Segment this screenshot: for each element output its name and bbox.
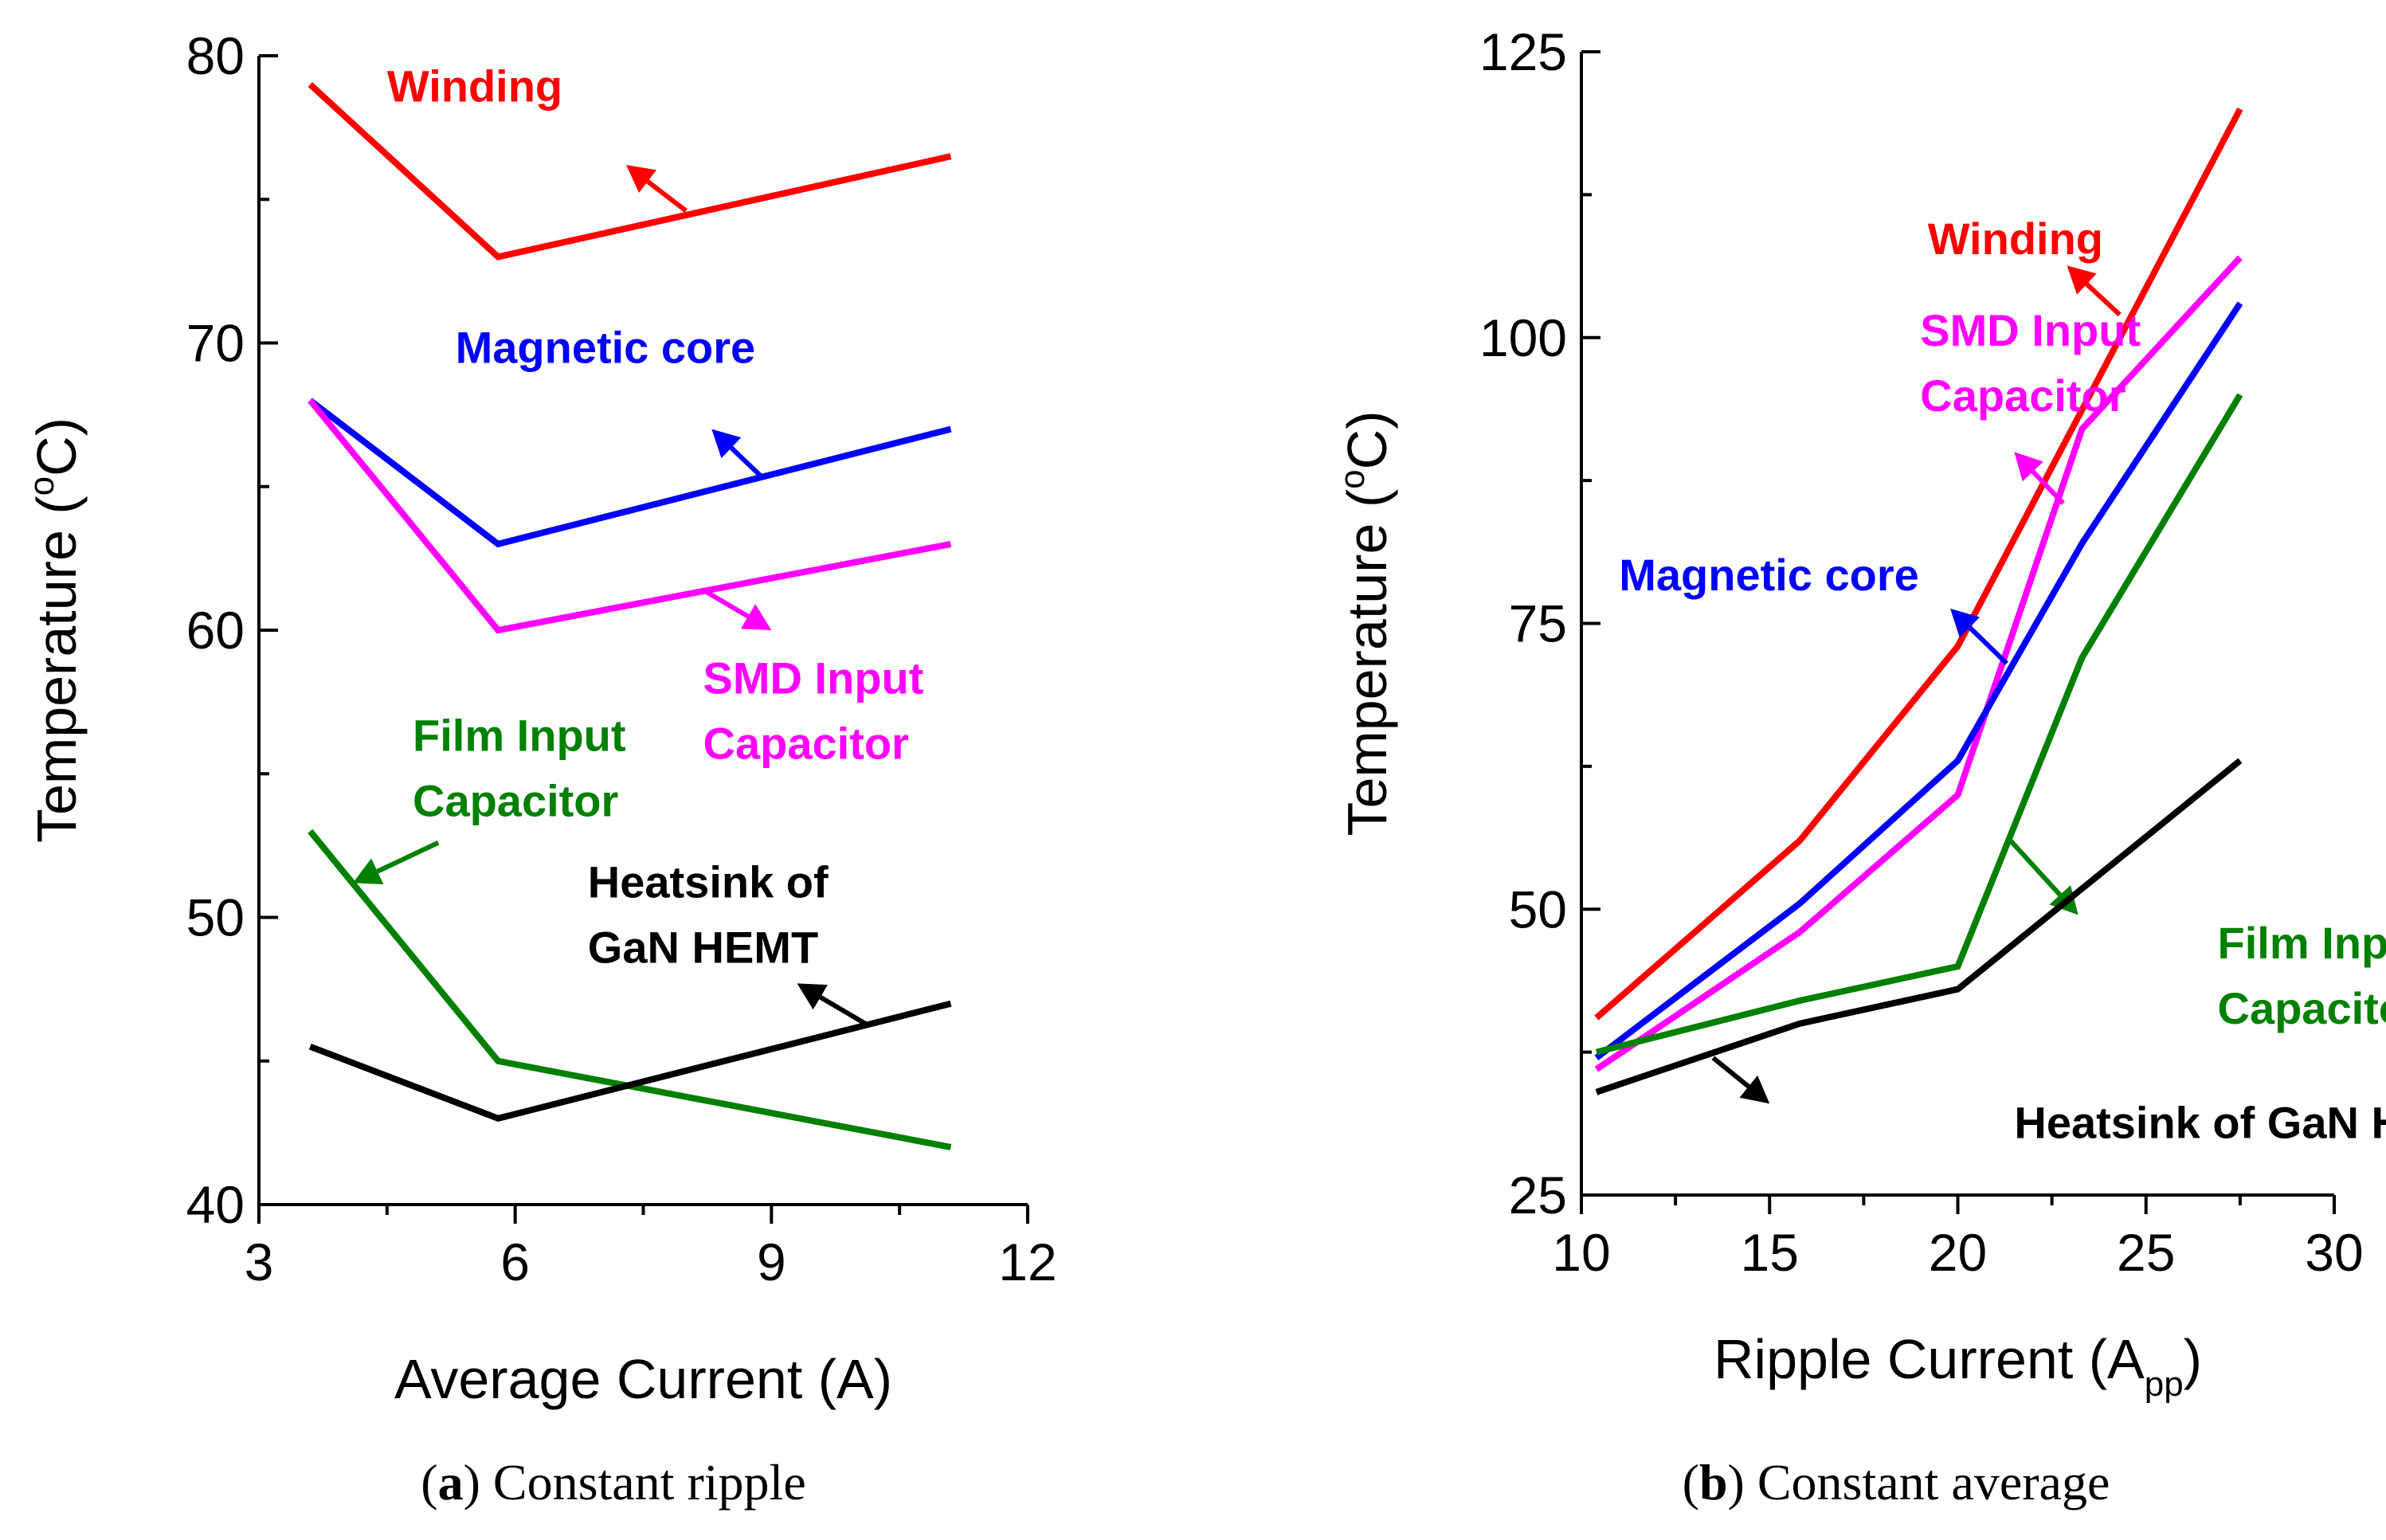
series-label-film-input-capacitor: Film Input xyxy=(413,710,626,760)
series-label-smd-input-capacitor: SMD Input xyxy=(703,652,924,703)
x-axis-title: Average Current (A) xyxy=(394,1348,892,1410)
series-label-smd-input-capacitor: Capacitor xyxy=(703,718,909,768)
series-label-film-input-capacitor: Capacitor xyxy=(413,775,618,825)
arrowhead-winding xyxy=(626,164,656,193)
x-tick-label: 12 xyxy=(998,1232,1056,1291)
series-line-heatsink-of-gan-hemt xyxy=(308,1000,952,1122)
x-tick-label: 6 xyxy=(500,1232,530,1291)
series-label-film-input-capacitor: Film Input xyxy=(2218,918,2386,968)
arrowhead-film-input-capacitor xyxy=(352,858,384,885)
axes xyxy=(257,56,1028,1206)
arrowhead-winding xyxy=(2067,265,2097,295)
x-tick-label: 3 xyxy=(245,1232,274,1291)
x-axis-title: Ripple Current (App) xyxy=(1714,1328,2202,1404)
arrow-film-input-capacitor xyxy=(2008,839,2063,897)
y-tick-label: 60 xyxy=(186,601,245,660)
series-line-smd-input-capacitor xyxy=(308,398,952,634)
x-tick-label: 9 xyxy=(757,1232,786,1291)
x-tick-label: 10 xyxy=(1552,1223,1610,1282)
figure-caption: (b) Constant average xyxy=(1683,1454,2110,1511)
arrowhead-heatsink-of-gan-hemt xyxy=(1739,1075,1770,1104)
arrow-magnetic-core xyxy=(729,445,765,480)
x-tick-label: 20 xyxy=(1929,1223,1987,1282)
arrow-magnetic-core xyxy=(1968,625,2009,665)
series-label-smd-input-capacitor: SMD Input xyxy=(1920,305,2141,355)
series-label-winding: Winding xyxy=(1928,214,2103,264)
y-tick-label: 50 xyxy=(1509,880,1567,938)
series-label-winding: Winding xyxy=(387,61,562,112)
arrow-film-input-capacitor xyxy=(376,841,440,874)
y-tick-label: 100 xyxy=(1479,308,1567,367)
arrowhead-magnetic-core xyxy=(1950,608,1980,638)
arrow-smd-input-capacitor xyxy=(2031,469,2065,505)
y-tick-label: 75 xyxy=(1509,594,1567,653)
y-tick-label: 80 xyxy=(186,26,245,85)
chart-constant-average: 25 50 75 100 125 10 15 20 25 30 Ripple Current (Ap… xyxy=(1333,22,2386,1511)
arrowhead-heatsink-of-gan-hemt xyxy=(797,983,828,1010)
y-tick-label: 125 xyxy=(1479,22,1567,81)
series-label-film-input-capacitor: Capacitor xyxy=(2218,983,2386,1033)
chart-constant-ripple: 40 50 60 70 80 3 6 9 12 Average Current (A) Temper… xyxy=(22,26,1057,1511)
x-tick-label: 30 xyxy=(2305,1223,2363,1282)
series-label-heatsink-of-gan-hemt: Heatsink of GaN HEMT xyxy=(2014,1097,2386,1147)
series-label-magnetic-core: Magnetic core xyxy=(456,323,756,373)
arrow-heatsink-of-gan-hemt xyxy=(1711,1056,1750,1089)
series-line-heatsink-of-gan-hemt xyxy=(1595,758,2243,1095)
arrow-winding xyxy=(2085,282,2122,317)
series-label-magnetic-core: Magnetic core xyxy=(1619,550,1919,600)
y-tick-label: 25 xyxy=(1509,1166,1567,1225)
series-label-heatsink-of-gan-hemt: Heatsink of xyxy=(588,856,829,907)
series-line-film-input-capacitor xyxy=(1595,393,2243,1056)
arrowhead-smd-input-capacitor xyxy=(2014,452,2043,482)
series-line-winding xyxy=(1594,107,2243,1021)
arrowhead-magnetic-core xyxy=(711,429,742,459)
y-tick-label: 70 xyxy=(186,314,245,373)
x-tick-label: 15 xyxy=(1741,1223,1799,1282)
arrow-winding xyxy=(646,179,688,214)
series-line-smd-input-capacitor xyxy=(1594,255,2243,1072)
y-axis-title: Temperature (oC) xyxy=(22,417,88,843)
series-line-winding xyxy=(308,82,952,261)
series-line-film-input-capacitor xyxy=(308,829,952,1150)
arrowhead-smd-input-capacitor xyxy=(740,604,772,630)
x-tick-label: 25 xyxy=(2117,1223,2175,1282)
y-axis-title: Temperature (oC) xyxy=(1333,410,1398,836)
series-line-magnetic-core xyxy=(1594,301,2243,1060)
y-tick-label: 40 xyxy=(186,1175,245,1234)
y-tick-label: 50 xyxy=(186,888,245,947)
arrow-smd-input-capacitor xyxy=(702,587,750,619)
figure-caption: (a) Constant ripple xyxy=(421,1454,805,1511)
arrow-heatsink-of-gan-hemt xyxy=(819,995,867,1026)
series-label-heatsink-of-gan-hemt: GaN HEMT xyxy=(588,922,818,972)
series-line-magnetic-core xyxy=(308,398,952,548)
series-label-smd-input-capacitor: Capacitor xyxy=(1920,370,2125,421)
